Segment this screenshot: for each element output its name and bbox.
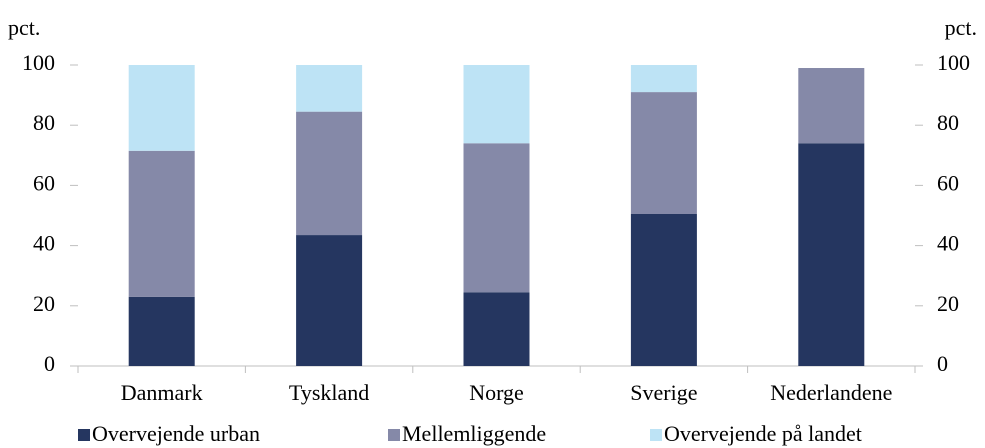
bar-segment [128,65,195,151]
y2-tick-label: 40 [937,231,959,256]
y2-tick-label: 80 [937,110,959,135]
y-tick-label: 60 [33,170,55,195]
bar-segment [630,65,697,93]
y2-tick-label: 100 [937,50,970,75]
bar-segment [463,143,530,293]
y-tick-label: 40 [33,231,55,256]
y-tick-label: 20 [33,291,55,316]
y2-tick-label: 20 [937,291,959,316]
legend-label: Overvejende urban [92,421,260,446]
y-axis-label: pct. [8,15,40,40]
bar-segment [630,92,697,214]
x-tick-label: Tyskland [289,380,369,405]
bar-segment [798,143,865,366]
bar-segment [630,213,697,366]
y-tick-label: 0 [44,351,55,376]
bar-segment [128,296,195,366]
bar-segment [463,65,530,144]
legend-label: Mellemliggende [402,421,546,446]
legend-label: Overvejende på landet [664,421,862,446]
bar-segment [463,292,530,366]
bar-segment [128,150,195,297]
legend-swatch [388,429,400,441]
legend-swatch [78,429,90,441]
x-tick-label: Nederlandene [770,380,892,405]
bar-segment [296,111,363,236]
y2-axis-label: pct. [945,15,977,40]
legend-swatch [650,429,662,441]
x-tick-label: Sverige [630,380,697,405]
bar-segment [296,235,363,366]
y-tick-label: 100 [22,50,55,75]
x-tick-label: Norge [469,380,524,405]
bar-segment [798,68,865,144]
x-tick-label: Danmark [121,380,203,405]
bar-segment [296,65,363,112]
y2-tick-label: 60 [937,170,959,195]
y-tick-label: 80 [33,110,55,135]
y2-tick-label: 0 [937,351,948,376]
